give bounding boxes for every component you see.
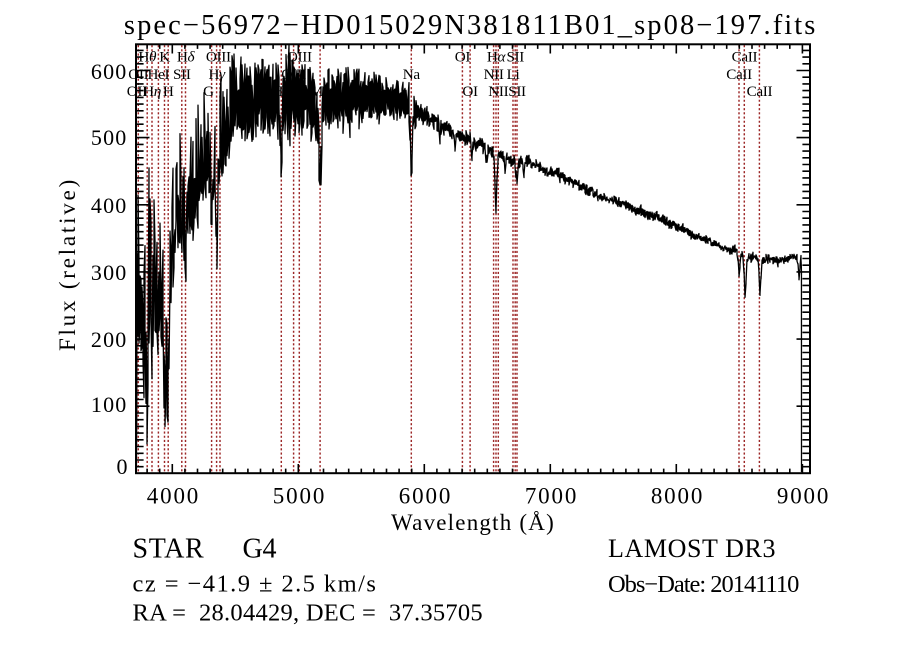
svg-text:600: 600 [91, 59, 128, 84]
svg-text:spec−56972−HD015029N381811B01_: spec−56972−HD015029N381811B01_sp08−197.f… [124, 10, 818, 41]
svg-text:Li: Li [507, 66, 520, 83]
svg-text:6000: 6000 [399, 484, 452, 509]
svg-text:RA = 28.04429, DEC = 37.3570: RA = 28.04429, DEC = 37.35705 [133, 600, 483, 627]
svg-text:OIII: OIII [206, 49, 231, 66]
svg-text:G: G [203, 83, 214, 100]
svg-text:Mg: Mg [310, 83, 331, 100]
svg-text:Hη: Hη [143, 83, 161, 100]
svg-text:Wavelength (Å): Wavelength (Å) [391, 510, 555, 535]
svg-text:OI: OI [455, 49, 471, 66]
svg-text:HeI: HeI [148, 66, 170, 83]
svg-text:500: 500 [91, 125, 128, 150]
svg-text:LAMOST DR3: LAMOST DR3 [608, 534, 776, 563]
svg-text:OII: OII [128, 66, 148, 83]
svg-text:H: H [163, 83, 174, 100]
svg-text:NII: NII [488, 83, 508, 100]
svg-text:Hθ: Hθ [138, 49, 157, 66]
svg-text:0: 0 [117, 454, 128, 479]
svg-text:cz = −41.9 ± 2.5 km/s: cz = −41.9 ± 2.5 km/s [133, 571, 378, 598]
svg-text:SII: SII [506, 49, 524, 66]
svg-text:200: 200 [91, 327, 128, 352]
svg-text:CaII: CaII [732, 49, 758, 66]
svg-text:7000: 7000 [525, 484, 578, 509]
svg-text:OIII: OIII [281, 66, 306, 83]
svg-text:4000: 4000 [147, 484, 200, 509]
svg-text:Hγ: Hγ [208, 66, 226, 83]
svg-text:Obs−Date: 20141110: Obs−Date: 20141110 [608, 571, 799, 598]
svg-text:CaII: CaII [726, 66, 752, 83]
svg-text:K: K [159, 49, 170, 66]
svg-text:STAR: STAR [133, 534, 205, 565]
svg-text:OII: OII [127, 83, 147, 100]
svg-text:Na: Na [403, 66, 421, 83]
svg-text:300: 300 [91, 260, 128, 285]
svg-text:5000: 5000 [273, 484, 326, 509]
svg-text:100: 100 [91, 392, 128, 417]
svg-text:Hβ: Hβ [272, 83, 291, 100]
svg-text:400: 400 [91, 193, 128, 218]
svg-text:8000: 8000 [651, 484, 704, 509]
svg-text:G4: G4 [243, 534, 277, 565]
svg-text:Hα: Hα [487, 49, 507, 66]
svg-text:NII: NII [484, 66, 504, 83]
svg-text:OIII: OIII [287, 49, 312, 66]
svg-text:SII: SII [173, 66, 191, 83]
svg-text:CaII: CaII [747, 83, 773, 100]
svg-text:9000: 9000 [777, 484, 830, 509]
svg-text:OI: OI [462, 83, 478, 100]
svg-text:Hδ: Hδ [177, 49, 196, 66]
svg-text:Flux (relative): Flux (relative) [55, 177, 80, 351]
svg-text:SII: SII [508, 83, 526, 100]
